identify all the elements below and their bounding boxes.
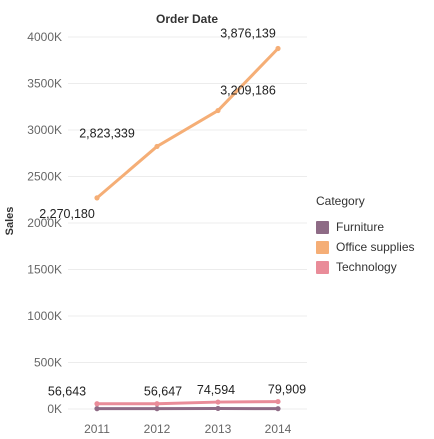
data-point-office-supplies-2014 (275, 45, 281, 52)
data-label-technology-2011: 56,643 (48, 385, 86, 399)
data-point-furniture-2013 (215, 405, 221, 412)
legend-swatch-office-supplies (316, 240, 329, 254)
data-label-technology-2013: 74,594 (197, 383, 235, 397)
y-tick-label-3500k: 3500K (27, 77, 62, 91)
data-point-office-supplies-2011 (94, 195, 100, 201)
legend-label-technology: Technology (336, 260, 397, 274)
legend-title: Category (316, 194, 365, 208)
y-tick-label-1000k: 1000K (27, 309, 62, 323)
y-tick-label-4000k: 4000K (27, 30, 62, 44)
x-tick-label-2014: 2014 (265, 422, 292, 436)
legend-swatch-furniture (316, 220, 329, 234)
data-point-furniture-2014 (275, 406, 281, 412)
y-axis-label: Sales (4, 207, 16, 236)
y-tick-label-1500k: 1500K (27, 263, 62, 277)
chart-title: Order Date (156, 12, 218, 26)
data-label-office-supplies-2013: 3,209,186 (220, 84, 276, 98)
y-tick-label-500k: 500K (34, 356, 62, 370)
data-point-office-supplies-2012 (154, 143, 160, 150)
data-point-office-supplies-2013 (215, 107, 221, 114)
x-tick-label-2012: 2012 (144, 422, 171, 436)
legend-item-office-supplies[interactable]: Office supplies (316, 237, 415, 257)
legend-item-furniture[interactable]: Furniture (316, 217, 415, 237)
legend: Category Furniture Office supplies Technol… (316, 194, 415, 277)
x-tick-label-2013: 2013 (205, 422, 232, 436)
legend-label-office-supplies: Office supplies (336, 240, 415, 254)
data-label-technology-2014: 79,909 (268, 383, 306, 397)
y-tick-label-0k: 0K (47, 402, 62, 416)
data-point-technology-2011 (94, 401, 100, 407)
data-label-technology-2012: 56,647 (144, 385, 182, 399)
data-point-technology-2014 (275, 398, 281, 405)
legend-swatch-technology (316, 260, 329, 274)
y-tick-label-3000k: 3000K (27, 123, 62, 137)
legend-item-technology[interactable]: Technology (316, 257, 415, 277)
y-tick-label-2000k: 2000K (27, 216, 62, 230)
series-line-office-supplies (95, 47, 280, 200)
data-point-furniture-2011 (94, 406, 100, 412)
data-point-technology-2012 (154, 401, 160, 407)
data-label-office-supplies-2011: 2,270,180 (39, 207, 95, 221)
series-line-technology (95, 400, 280, 406)
y-tick-label-2500k: 2500K (27, 170, 62, 184)
data-point-furniture-2012 (154, 406, 160, 412)
legend-label-furniture: Furniture (336, 220, 385, 234)
data-point-technology-2013 (215, 399, 221, 405)
x-tick-label-2011: 2011 (84, 422, 110, 436)
data-label-office-supplies-2014: 3,876,139 (220, 27, 276, 41)
data-label-office-supplies-2012: 2,823,339 (79, 126, 135, 140)
